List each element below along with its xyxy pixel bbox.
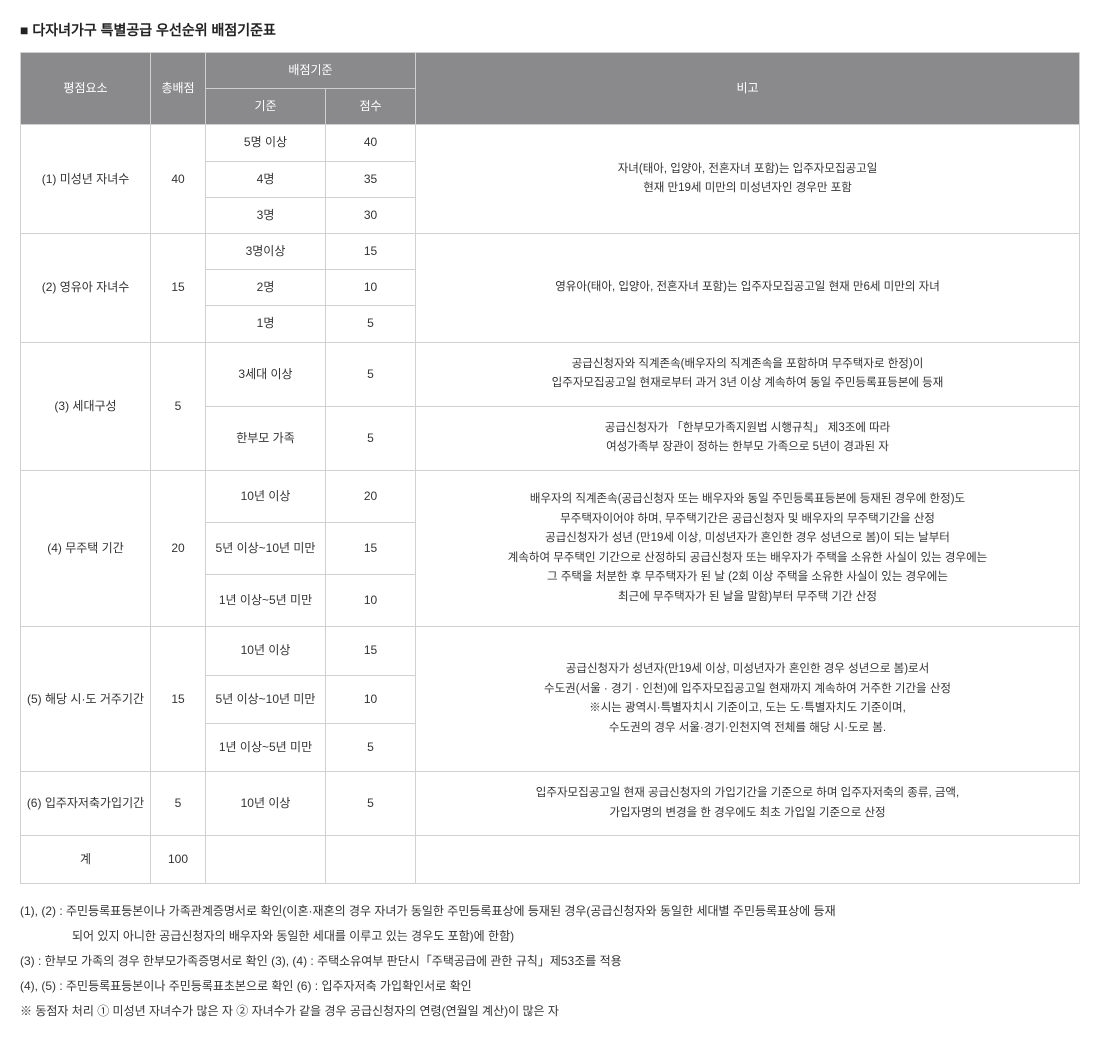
header-total: 총배점	[151, 53, 206, 125]
total-cell: 20	[151, 470, 206, 627]
criteria-score: 20	[326, 470, 416, 522]
criteria-label: 3명	[206, 197, 326, 233]
total-label: 계	[21, 836, 151, 884]
factor-cell: (2) 영유아 자녀수	[21, 233, 151, 342]
footnote-line: (3) : 한부모 가족의 경우 한부모가족증명서로 확인 (3), (4) :…	[20, 950, 1080, 973]
criteria-score: 10	[326, 575, 416, 627]
header-factor: 평점요소	[21, 53, 151, 125]
criteria-label: 10년 이상	[206, 627, 326, 675]
criteria-score: 5	[326, 406, 416, 470]
scoring-table: 평점요소 총배점 배점기준 비고 기준 점수 (1) 미성년 자녀수 40 5명…	[20, 52, 1080, 884]
criteria-score: 10	[326, 675, 416, 723]
criteria-score: 30	[326, 197, 416, 233]
table-row: (4) 무주택 기간 20 10년 이상 20 배우자의 직계존속(공급신청자 …	[21, 470, 1080, 522]
criteria-score: 10	[326, 270, 416, 306]
footnote-line: 되어 있지 아니한 공급신청자의 배우자와 동일한 세대를 이루고 있는 경우도…	[20, 925, 1080, 948]
footnote-line: ※ 동점자 처리 ① 미성년 자녀수가 많은 자 ② 자녀수가 같을 경우 공급…	[20, 1000, 1080, 1023]
note-cell: 자녀(태아, 입양아, 전혼자녀 포함)는 입주자모집공고일현재 만19세 미만…	[416, 125, 1080, 234]
criteria-label: 한부모 가족	[206, 406, 326, 470]
header-criteria: 배점기준	[206, 53, 416, 89]
criteria-score: 15	[326, 627, 416, 675]
total-value: 100	[151, 836, 206, 884]
footnote-line: (4), (5) : 주민등록표등본이나 주민등록표초본으로 확인 (6) : …	[20, 975, 1080, 998]
criteria-score: 5	[326, 342, 416, 406]
total-cell: 5	[151, 342, 206, 470]
criteria-score: 40	[326, 125, 416, 161]
total-cell: 15	[151, 233, 206, 342]
header-criteria-sub1: 기준	[206, 89, 326, 125]
table-row: (5) 해당 시·도 거주기간 15 10년 이상 15 공급신청자가 성년자(…	[21, 627, 1080, 675]
total-cell: 15	[151, 627, 206, 772]
criteria-score: 5	[326, 772, 416, 836]
page-title: 다자녀가구 특별공급 우선순위 배점기준표	[20, 20, 1080, 40]
factor-cell: (5) 해당 시·도 거주기간	[21, 627, 151, 772]
note-cell: 공급신청자가 성년자(만19세 이상, 미성년자가 혼인한 경우 성년으로 봄)…	[416, 627, 1080, 772]
note-cell: 영유아(태아, 입양아, 전혼자녀 포함)는 입주자모집공고일 현재 만6세 미…	[416, 233, 1080, 342]
footnote-line: (1), (2) : 주민등록표등본이나 가족관계증명서로 확인(이혼·재혼의 …	[20, 900, 1080, 923]
criteria-label: 10년 이상	[206, 772, 326, 836]
criteria-label: 5년 이상~10년 미만	[206, 675, 326, 723]
total-row: 계 100	[21, 836, 1080, 884]
note-cell: 공급신청자와 직계존속(배우자의 직계존속을 포함하며 무주택자로 한정)이입주…	[416, 342, 1080, 406]
criteria-label: 10년 이상	[206, 470, 326, 522]
total-cell: 5	[151, 772, 206, 836]
table-row: (1) 미성년 자녀수 40 5명 이상 40 자녀(태아, 입양아, 전혼자녀…	[21, 125, 1080, 161]
header-note: 비고	[416, 53, 1080, 125]
empty-cell	[206, 836, 326, 884]
factor-cell: (3) 세대구성	[21, 342, 151, 470]
table-row: (6) 입주자저축가입기간 5 10년 이상 5 입주자모집공고일 현재 공급신…	[21, 772, 1080, 836]
table-row: (3) 세대구성 5 3세대 이상 5 공급신청자와 직계존속(배우자의 직계존…	[21, 342, 1080, 406]
criteria-score: 15	[326, 523, 416, 575]
empty-cell	[416, 836, 1080, 884]
empty-cell	[326, 836, 416, 884]
criteria-label: 1년 이상~5년 미만	[206, 575, 326, 627]
note-cell: 배우자의 직계존속(공급신청자 또는 배우자와 동일 주민등록표등본에 등재된 …	[416, 470, 1080, 627]
footnotes: (1), (2) : 주민등록표등본이나 가족관계증명서로 확인(이혼·재혼의 …	[20, 900, 1080, 1022]
criteria-score: 5	[326, 306, 416, 342]
note-cell: 입주자모집공고일 현재 공급신청자의 가입기간을 기준으로 하며 입주자저축의 …	[416, 772, 1080, 836]
criteria-score: 15	[326, 233, 416, 269]
criteria-score: 35	[326, 161, 416, 197]
criteria-label: 3명이상	[206, 233, 326, 269]
table-row: (2) 영유아 자녀수 15 3명이상 15 영유아(태아, 입양아, 전혼자녀…	[21, 233, 1080, 269]
criteria-score: 5	[326, 723, 416, 771]
note-cell: 공급신청자가 「한부모가족지원법 시행규칙」 제3조에 따라여성가족부 장관이 …	[416, 406, 1080, 470]
total-cell: 40	[151, 125, 206, 234]
factor-cell: (6) 입주자저축가입기간	[21, 772, 151, 836]
factor-cell: (4) 무주택 기간	[21, 470, 151, 627]
criteria-label: 1명	[206, 306, 326, 342]
criteria-label: 3세대 이상	[206, 342, 326, 406]
criteria-label: 5명 이상	[206, 125, 326, 161]
header-criteria-sub2: 점수	[326, 89, 416, 125]
criteria-label: 4명	[206, 161, 326, 197]
criteria-label: 1년 이상~5년 미만	[206, 723, 326, 771]
factor-cell: (1) 미성년 자녀수	[21, 125, 151, 234]
criteria-label: 5년 이상~10년 미만	[206, 523, 326, 575]
criteria-label: 2명	[206, 270, 326, 306]
